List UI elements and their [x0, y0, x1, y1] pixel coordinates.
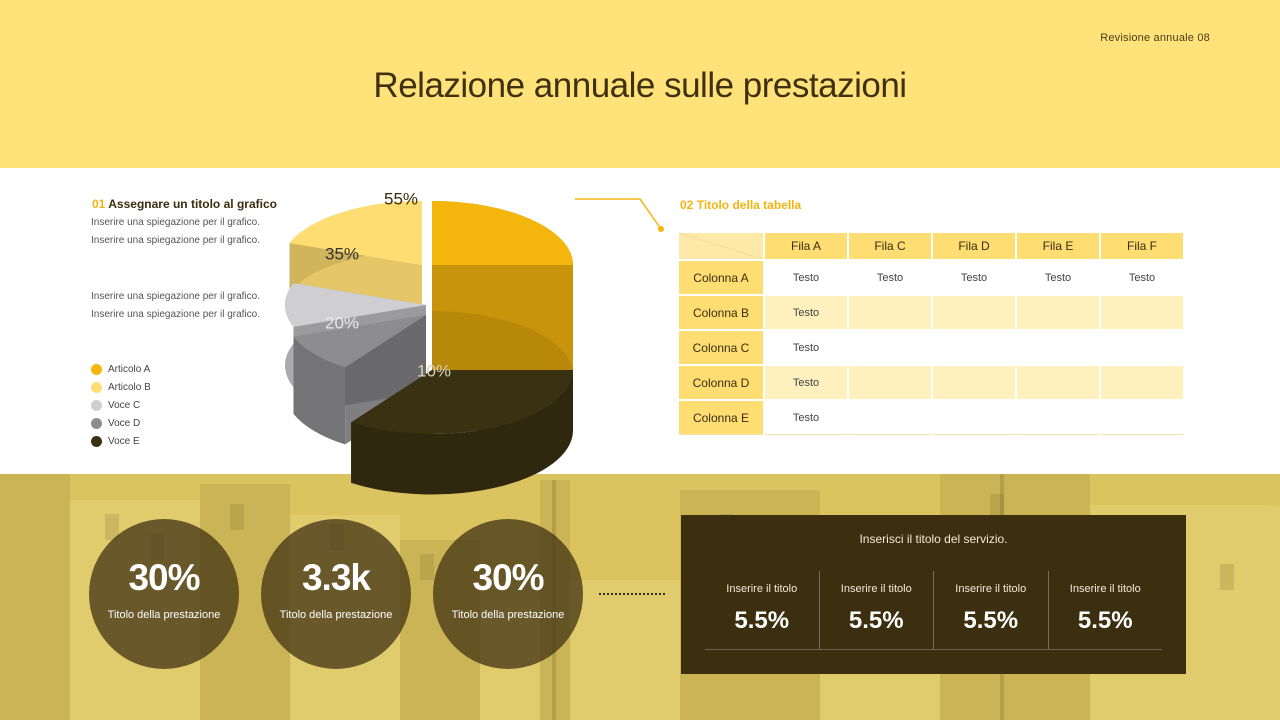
service-item: Inserire il titolo 5.5% — [705, 571, 819, 649]
legend-label: Voce D — [108, 417, 141, 429]
legend-label: Voce C — [108, 399, 141, 411]
header-band — [0, 0, 1280, 168]
chart-number: 01 — [92, 197, 106, 211]
table-row-header: Colonna B — [679, 294, 764, 330]
service-item: Inserire il titolo 5.5% — [1047, 571, 1163, 649]
stat-value: 30% — [472, 557, 544, 598]
stat-label: Titolo della prestazione — [107, 609, 221, 621]
table-cell: Testo — [847, 259, 932, 295]
stat-circle: 30% Titolo della prestazione — [433, 519, 583, 669]
service-box: Inserisci il titolo del servizio. Inseri… — [681, 515, 1186, 674]
table-row-header: Colonna E — [679, 399, 764, 435]
table-column-header: Fila D — [931, 233, 1016, 260]
service-item-value: 5.5% — [848, 607, 904, 634]
table-cell — [931, 399, 1016, 435]
chart-legend: Articolo A Articolo B Voce C Voce D Voce E — [91, 360, 151, 450]
table-cell — [1099, 294, 1183, 330]
legend-item: Voce E — [91, 432, 151, 450]
table-column-header: Fila F — [1099, 233, 1183, 260]
legend-swatch — [91, 435, 102, 447]
legend-swatch — [91, 417, 102, 429]
table-cell — [1099, 364, 1183, 400]
legend-label: Voce E — [108, 435, 140, 447]
header-label: Revisione annuale 08 — [1100, 32, 1210, 44]
table-row: Colonna A Testo Testo Testo Testo Testo — [679, 259, 1183, 295]
table-row: Colonna C Testo — [679, 329, 1183, 365]
table-corner — [679, 233, 764, 260]
service-item-title: Inserire il titolo — [726, 583, 798, 595]
legend-label: Articolo B — [108, 381, 151, 393]
table-cell — [931, 329, 1016, 365]
chart-description-2: Inserire una spiegazione per il grafico.… — [91, 288, 260, 324]
data-table: Fila A Fila C Fila D Fila E Fila F Colonna A… — [679, 233, 1183, 435]
dotted-connector — [599, 593, 665, 595]
table-cell — [1099, 329, 1183, 365]
table-cell — [1015, 329, 1100, 365]
chart-heading: 01 Assegnare un titolo al grafico — [92, 197, 277, 211]
legend-item: Articolo A — [91, 360, 151, 378]
chart-title: Assegnare un titolo al grafico — [108, 197, 277, 211]
table-cell — [1015, 399, 1100, 435]
table-cell — [847, 329, 932, 365]
service-item-value: 5.5% — [1077, 607, 1133, 634]
table-cell — [931, 294, 1016, 330]
legend-item: Voce D — [91, 414, 151, 432]
table-cell: Testo — [763, 364, 848, 400]
chart-description: Inserire una spiegazione per il grafico.… — [91, 214, 260, 250]
table-heading: 02 Titolo della tabella — [680, 198, 801, 212]
legend-swatch — [91, 363, 102, 375]
service-item: Inserire il titolo 5.5% — [933, 571, 1048, 649]
table-column-header: Fila A — [763, 233, 848, 260]
stat-label: Titolo della prestazione — [451, 609, 565, 621]
page-title: Relazione annuale sulle prestazioni — [373, 66, 907, 105]
table-cell — [1015, 294, 1100, 330]
description-line: Inserire una spiegazione per il grafico. — [91, 291, 260, 302]
table-cell: Testo — [1015, 259, 1100, 295]
stat-label: Titolo della prestazione — [279, 609, 393, 621]
table-cell: Testo — [763, 259, 848, 295]
table-row: Colonna E Testo — [679, 399, 1183, 435]
table-row-header: Colonna A — [679, 259, 764, 295]
stat-circle: 3.3k Titolo della prestazione — [261, 519, 411, 669]
table-cell: Testo — [763, 294, 848, 330]
table-column-header: Fila E — [1015, 233, 1100, 260]
table-column-header: Fila C — [847, 233, 932, 260]
legend-swatch — [91, 381, 102, 393]
legend-item: Voce C — [91, 396, 151, 414]
table-number: 02 — [680, 198, 694, 212]
table-cell — [1015, 364, 1100, 400]
service-item: Inserire il titolo 5.5% — [818, 571, 934, 649]
table-row: Colonna D Testo — [679, 364, 1183, 400]
table-cell — [931, 364, 1016, 400]
table-cell: Testo — [1099, 259, 1183, 295]
stat-value: 30% — [128, 557, 200, 598]
table-row-header: Colonna D — [679, 364, 764, 400]
service-item-title: Inserire il titolo — [840, 583, 912, 595]
service-item-value: 5.5% — [734, 607, 790, 634]
table-cell — [1099, 399, 1183, 435]
table-row: Colonna B Testo — [679, 294, 1183, 330]
description-line: Inserire una spiegazione per il grafico. — [91, 235, 260, 246]
stat-circle: 30% Titolo della prestazione — [89, 519, 239, 669]
table-cell — [847, 294, 932, 330]
service-item-title: Inserire il titolo — [955, 583, 1027, 595]
stat-value: 3.3k — [301, 557, 371, 598]
service-item-value: 5.5% — [963, 607, 1019, 634]
service-title: Inserisci il titolo del servizio. — [859, 532, 1008, 546]
legend-swatch — [91, 399, 102, 411]
legend-label: Articolo A — [108, 363, 151, 375]
table-title: Titolo della tabella — [696, 198, 802, 212]
service-columns: Inserire il titolo 5.5% Inserire il tito… — [705, 571, 1162, 650]
table-cell: Testo — [763, 329, 848, 365]
description-line: Inserire una spiegazione per il grafico. — [91, 309, 260, 320]
description-line: Inserire una spiegazione per il grafico. — [91, 217, 260, 228]
table-cell: Testo — [931, 259, 1016, 295]
service-item-title: Inserire il titolo — [1069, 583, 1141, 595]
legend-item: Articolo B — [91, 378, 151, 396]
table-cell — [847, 399, 932, 435]
table-row-header: Colonna C — [679, 329, 764, 365]
table-cell: Testo — [763, 399, 848, 435]
table-cell — [847, 364, 932, 400]
